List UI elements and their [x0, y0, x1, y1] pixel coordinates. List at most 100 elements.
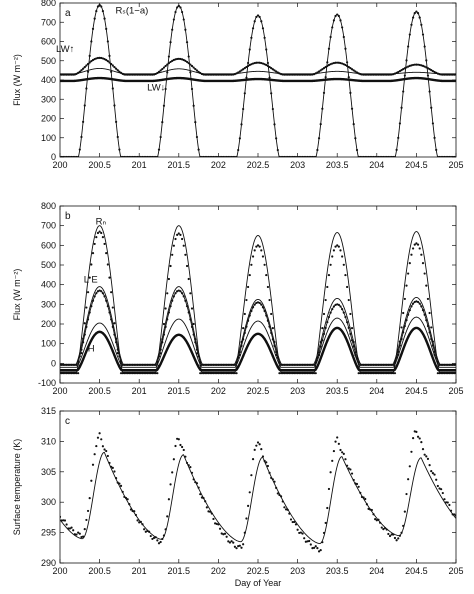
data-point-LWup [103, 58, 106, 61]
data-point-H_obs [347, 343, 350, 347]
data-point-LE_obs [146, 363, 149, 367]
data-point-LE_obs [372, 363, 375, 367]
data-point-LE_obs [445, 363, 448, 367]
data-point-Ts_obs [289, 518, 293, 521]
data-point-LE_obs [247, 319, 250, 322]
data-point-Rs [162, 104, 166, 107]
data-point-Rn_obs [248, 273, 251, 277]
data-point-Rs [303, 155, 306, 157]
data-point-LE_obs [296, 363, 299, 367]
data-point-LWup [329, 63, 332, 66]
data-point-Ts_obs [273, 480, 276, 483]
data-point-LWup [192, 66, 195, 69]
data-point-Rs [253, 20, 256, 23]
data-point-H_obs [182, 336, 185, 339]
data-point-H_obs [322, 348, 326, 351]
data-point-Ts_obs [436, 484, 439, 488]
data-point-H_obs [304, 369, 307, 372]
data-point-Rn_obs [77, 372, 80, 375]
data-point-LE_obs [243, 331, 246, 335]
data-point-LE_obs [110, 318, 113, 321]
data-point-Ts_obs [313, 546, 316, 549]
data-point-Rs [215, 155, 218, 157]
data-point-LE_obs [420, 305, 423, 308]
data-point-Ts_obs [357, 485, 360, 488]
data-point-Rs [380, 155, 383, 157]
data-point-Rn_obs [255, 245, 258, 248]
data-point-Rn_obs [187, 277, 190, 281]
data-point-LE_obs [266, 319, 269, 322]
data-point-Rn_obs [260, 249, 263, 252]
data-point-Rn_obs [232, 372, 235, 375]
panel-c-ylabel: Surface temperature (K) [12, 439, 22, 536]
data-point-Rs [240, 123, 243, 126]
data-point-LE_obs [441, 363, 444, 367]
data-point-LE_obs [238, 350, 241, 354]
data-point-H_obs [319, 357, 322, 360]
data-point-H_obs [80, 362, 83, 365]
x-tick-label: 202.5 [247, 160, 270, 170]
data-point-Ts_obs [380, 526, 383, 529]
data-point-Rs [223, 155, 227, 157]
data-point-H_obs [106, 339, 109, 342]
data-point-Ts_obs [364, 497, 367, 501]
data-point-LE_obs [253, 303, 256, 306]
data-point-H_obs [90, 339, 93, 342]
data-point-Ts_obs [428, 463, 431, 467]
data-point-Ts_obs [418, 437, 421, 440]
data-point-H_obs [400, 352, 403, 355]
data-point-Rs [242, 107, 245, 111]
data-point-LE_obs [95, 292, 98, 295]
data-point-Rs [392, 155, 395, 157]
data-point-LE_obs [256, 301, 260, 304]
data-point-H_obs [405, 339, 408, 342]
data-point-Rn_obs [451, 372, 454, 375]
data-point-LE_obs [149, 363, 152, 367]
data-point-LE_obs [412, 302, 415, 305]
data-point-Ts_obs [443, 498, 446, 501]
data-point-Rs [184, 28, 187, 31]
data-point-Ts_obs [156, 539, 159, 542]
data-point-H_obs [100, 331, 103, 334]
data-point-LE_obs [385, 363, 388, 367]
x-tick-label: 202 [211, 160, 226, 170]
data-point-Rn_obs [291, 372, 294, 375]
data-point-H_obs [82, 358, 85, 361]
data-point-Rn_obs [423, 272, 426, 275]
data-point-Rs [65, 155, 68, 157]
data-point-LE_obs [383, 363, 387, 367]
data-point-Rs [86, 70, 90, 73]
label-lw-down: LW↓ [147, 83, 165, 94]
data-point-LE_obs [218, 363, 222, 367]
data-point-Rn_obs [341, 255, 344, 258]
data-point-LE_obs [159, 348, 162, 351]
data-point-Ts_obs [174, 444, 177, 448]
data-point-LWup [337, 61, 340, 64]
data-point-Rs [387, 155, 390, 157]
data-point-LE_obs [90, 305, 93, 308]
data-point-LE_obs [291, 363, 294, 367]
data-point-H_obs [169, 341, 172, 344]
data-point-H_obs [281, 369, 284, 372]
data-point-Rn_obs [441, 372, 444, 375]
data-point-LWup [101, 57, 104, 60]
data-point-LWup [407, 65, 410, 68]
data-point-Rs [250, 36, 253, 39]
data-point-LE_obs [121, 363, 124, 367]
data-point-Rs [454, 155, 456, 157]
data-point-LE_obs [413, 300, 416, 304]
data-point-Rn_obs [377, 372, 380, 375]
data-point-H_obs [214, 369, 217, 372]
data-point-Ts_obs [352, 478, 355, 482]
data-point-LE_obs [248, 314, 251, 317]
data-point-Ts_obs [72, 529, 75, 532]
data-point-H_obs [91, 336, 95, 339]
data-point-Rs [106, 40, 109, 43]
data-point-H_obs [133, 369, 136, 372]
data-point-Rs [172, 18, 175, 21]
data-point-Ts_obs [324, 521, 327, 525]
data-point-Ts_obs [154, 536, 157, 539]
data-point-Ts_obs [161, 537, 164, 541]
data-point-LE_obs [220, 363, 223, 367]
y-tick-label: 800 [41, 0, 56, 8]
